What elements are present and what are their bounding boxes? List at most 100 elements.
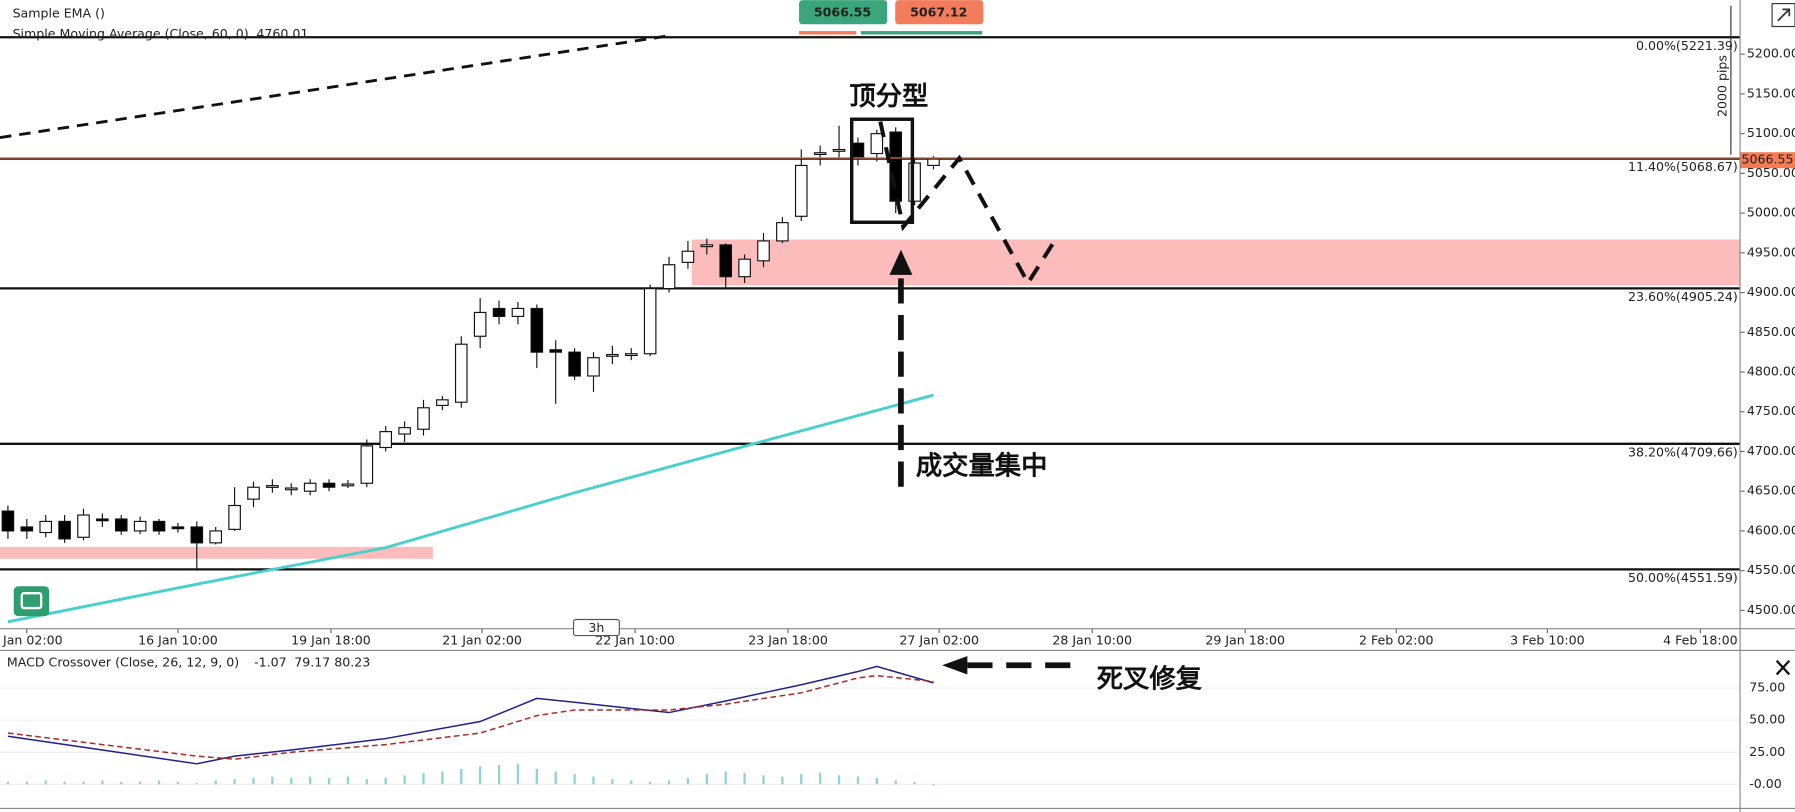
- candle-body: [757, 240, 770, 262]
- macd-histogram-bar: [157, 780, 161, 785]
- macd-histogram-bar: [25, 781, 28, 785]
- candle-body: [794, 164, 808, 217]
- macd-histogram-bar: [837, 775, 841, 785]
- fib-label: 0.00%(5221.39): [1636, 38, 1738, 53]
- macd-histogram-bar: [271, 776, 274, 785]
- y-tick-label: 4600.00: [1747, 522, 1795, 537]
- candle-body: [643, 288, 657, 355]
- macd-histogram-bar: [819, 772, 822, 785]
- macd-histogram-bar: [63, 781, 66, 785]
- candle-body: [681, 250, 695, 263]
- candle-body: [530, 307, 544, 353]
- quote-bar: [860, 31, 983, 35]
- y-tick-label: 4800.00: [1747, 364, 1795, 379]
- x-tick-label: 5 Jan 02:00: [0, 633, 63, 648]
- quote-button[interactable]: [799, 0, 888, 25]
- candle-body: [719, 244, 733, 278]
- candle-body: [417, 407, 430, 430]
- macd-histogram-bar: [875, 777, 878, 785]
- macd-histogram-bar: [233, 779, 236, 785]
- candle-body: [606, 353, 619, 357]
- tool-icon-glyph: [20, 592, 43, 610]
- candle-body: [1, 510, 15, 532]
- y-tick-label: 5000.00: [1747, 205, 1795, 220]
- candle-body: [473, 311, 487, 337]
- quote-price: 5067.12: [910, 4, 967, 19]
- candle-body: [96, 518, 109, 522]
- quote-button[interactable]: [895, 0, 984, 25]
- candle-body: [889, 131, 903, 202]
- x-tick-label: 16 Jan 10:00: [138, 633, 218, 648]
- macd-histogram-bar: [195, 783, 198, 785]
- candle-body: [152, 520, 166, 532]
- macd-histogram-bar: [913, 781, 916, 785]
- main-layer: [0, 36, 1795, 786]
- macd-histogram-bar: [535, 768, 538, 785]
- x-tick-label: 28 Jan 10:00: [1052, 633, 1132, 648]
- candle-body: [700, 244, 714, 248]
- macd-line: [7, 665, 934, 765]
- macd-histogram-bar: [932, 784, 935, 786]
- macd-line: [7, 674, 934, 760]
- macd-histogram-bar: [384, 777, 387, 785]
- macd-histogram-bar: [743, 772, 746, 785]
- macd-title: MACD Crossover (Close, 26, 12, 9, 0): [7, 655, 239, 670]
- macd-histogram-bar: [214, 780, 217, 785]
- zones-layer: [0, 239, 1741, 785]
- y-tick-label: 5050.00: [1747, 165, 1795, 180]
- moving-average: [7, 393, 934, 624]
- y-tick-label: 4950.00: [1747, 244, 1795, 259]
- macd-histogram-bar: [6, 781, 10, 785]
- candle-body: [114, 518, 128, 532]
- x-tick-label: 3 Feb 10:00: [1510, 633, 1585, 648]
- candle-body: [870, 133, 884, 155]
- macd-readout: 79.17: [294, 655, 330, 670]
- fib-label: 38.20%(4709.66): [1628, 444, 1738, 459]
- y-tick-label: 4700.00: [1747, 443, 1795, 458]
- candle-body: [171, 526, 185, 530]
- candle-body: [247, 486, 260, 500]
- candle-body: [303, 482, 317, 492]
- macd-histogram-bar: [44, 780, 47, 785]
- macd-histogram-bar: [497, 765, 501, 785]
- fib-label: 50.00%(4551.59): [1628, 570, 1738, 585]
- macd-readout: 80.23: [334, 655, 370, 670]
- candle-body: [568, 351, 581, 377]
- macd-histogram-bar: [800, 774, 803, 785]
- candle-body: [39, 520, 53, 534]
- y-tick-label: 4650.00: [1747, 483, 1795, 498]
- trend-line: [0, 34, 670, 139]
- macd-readout: -1.07: [254, 655, 287, 670]
- x-tick-label: 27 Jan 02:00: [899, 633, 979, 648]
- candle-body: [77, 514, 90, 538]
- macd-histogram-bar: [101, 780, 104, 785]
- legend-label: Simple Moving Average (Close, 60, 0): [13, 26, 249, 41]
- candle-body: [832, 148, 846, 152]
- macd-histogram-bar: [403, 775, 406, 785]
- candle-body: [284, 487, 298, 491]
- annotation: 成交量集中: [916, 451, 1048, 482]
- macd-histogram-bar: [611, 779, 614, 785]
- projection-path: [878, 121, 1058, 287]
- macd-histogram-bar: [554, 771, 557, 785]
- tool-icon[interactable]: [13, 586, 50, 617]
- y-tick-label: 4900.00: [1747, 284, 1795, 299]
- y-tick-label: 4750.00: [1747, 403, 1795, 418]
- x-tick-label: 19 Jan 18:00: [291, 633, 371, 648]
- candle-body: [776, 222, 789, 242]
- y-tick-label: 4550.00: [1747, 562, 1795, 577]
- candle-body: [341, 483, 355, 487]
- candle-body: [662, 264, 676, 290]
- candle-body: [813, 152, 827, 156]
- text-layer: 4500.00 4550.00 4600.00 4650.00 4700.00 4750.…: [0, 0, 1795, 791]
- x-tick-label: 4 Feb 18:00: [1663, 633, 1738, 648]
- measure-label: 2000 pips: [1714, 55, 1729, 117]
- y-tick-label: 5100.00: [1747, 125, 1795, 140]
- candle-body: [58, 520, 71, 540]
- macd-histogram-bar: [139, 781, 142, 785]
- macd-histogram-bar: [176, 781, 180, 785]
- fib-label: 11.40%(5068.67): [1628, 159, 1738, 174]
- interval-box: [572, 618, 620, 637]
- close-glyph: [1775, 659, 1791, 676]
